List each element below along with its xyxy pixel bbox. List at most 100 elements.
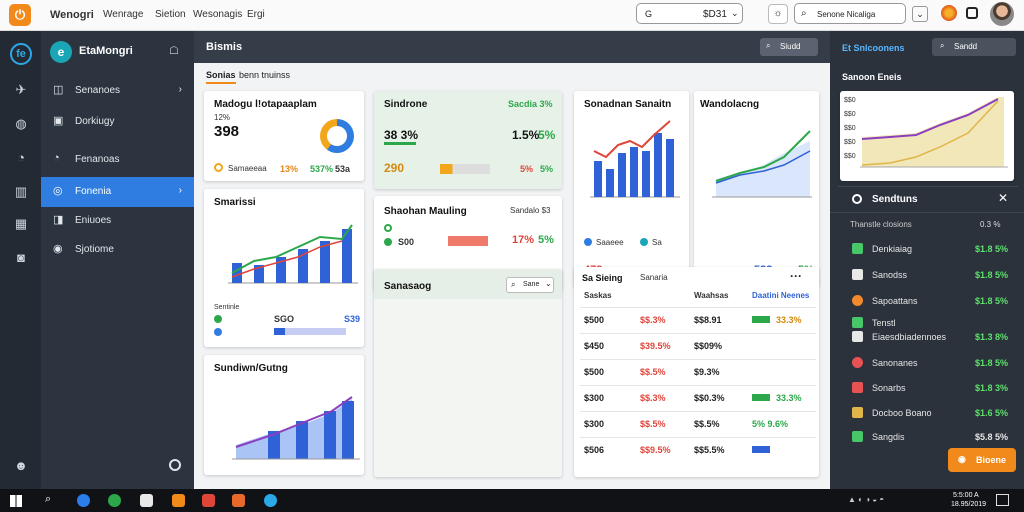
more-icon[interactable]: ··· bbox=[790, 269, 802, 283]
bar bbox=[594, 161, 602, 197]
fe-logo-icon[interactable]: fe bbox=[10, 43, 32, 65]
globe-icon[interactable]: ◍ bbox=[15, 116, 27, 131]
column-header[interactable]: Waahsas bbox=[694, 291, 729, 301]
table-row[interactable]: $450 $39.5% $$09% bbox=[580, 332, 816, 359]
windows-start-icon[interactable] bbox=[10, 495, 22, 507]
panel-list-item[interactable]: Sanodss $1.8 5% bbox=[830, 262, 1024, 288]
store-icon[interactable] bbox=[140, 494, 153, 507]
panel-search-button[interactable]: ⌕ Sandd bbox=[932, 38, 1016, 56]
main-content: Bismis ⌕ Siudd Sonias benn tnuinss Madog… bbox=[194, 31, 830, 489]
nav-item[interactable]: Wesonagis bbox=[193, 9, 243, 20]
panel-list-item[interactable]: Denkiaiag $1.8 5% bbox=[830, 236, 1024, 262]
search-icon: G bbox=[645, 9, 653, 19]
list-item-label: Sangdis bbox=[872, 432, 905, 442]
legend-label: Samaeeaa bbox=[228, 164, 267, 173]
tray-icons[interactable]: ▲ ◐ ◑ ◒ ◓ bbox=[848, 495, 885, 504]
tab-active[interactable]: Sonias bbox=[206, 70, 236, 84]
trend-line bbox=[593, 120, 671, 159]
bar-chart bbox=[590, 120, 680, 198]
cta-button[interactable]: ◉ Bioene bbox=[948, 448, 1016, 472]
nav-item[interactable]: Ergi bbox=[247, 9, 265, 20]
sidebar-item-5[interactable]: ◨ Eniuoes bbox=[41, 208, 194, 234]
bar bbox=[268, 431, 280, 459]
sun-icon[interactable]: ☼ bbox=[768, 4, 788, 24]
clock-icon[interactable] bbox=[169, 459, 181, 471]
stat-value: 5% bbox=[520, 164, 534, 174]
close-icon[interactable]: ✕ bbox=[998, 191, 1009, 205]
search-icon[interactable]: ⌕ bbox=[45, 493, 52, 505]
panel-list-item[interactable]: Tenstl bbox=[830, 310, 1024, 336]
filter-select[interactable]: ⌕ Sane ⌄ bbox=[506, 277, 554, 293]
app-icon[interactable] bbox=[264, 494, 277, 507]
stat-value: 53a bbox=[335, 164, 351, 174]
column-header[interactable]: Saskas bbox=[584, 291, 612, 301]
app-icon[interactable] bbox=[232, 494, 245, 507]
stat-value: 5% bbox=[540, 164, 554, 174]
app-icon[interactable] bbox=[172, 494, 185, 507]
legend-dot-icon bbox=[214, 163, 223, 172]
stat-value: 1.5% bbox=[512, 128, 540, 142]
table-row[interactable]: $506 $$9.5% $$5.5% bbox=[580, 436, 816, 463]
search-icon: ⌕ bbox=[801, 8, 807, 19]
grid-icon[interactable]: ▦ bbox=[14, 216, 28, 231]
sidebar-item-2[interactable]: ▣ Dorkiugy bbox=[41, 109, 194, 135]
table-row[interactable]: $300 $$.3% $$0.3% 33.3% bbox=[580, 384, 816, 411]
firefox-icon[interactable] bbox=[941, 5, 957, 21]
bar bbox=[654, 133, 662, 197]
list-item-icon bbox=[852, 357, 863, 368]
notification-icon[interactable] bbox=[996, 494, 1009, 506]
panel-list-item[interactable]: Docboo Boano $1.6 5% bbox=[830, 400, 1024, 426]
card-bar-chart-2: Sonadnan Sanaitn Saaeee Sa 478 bbox=[574, 91, 689, 288]
sidebar-item-6[interactable]: ◉ Sjotiome bbox=[41, 237, 194, 263]
bar bbox=[298, 249, 308, 283]
sidebar-item-4[interactable]: ◎ Fonenia › bbox=[41, 177, 194, 207]
sidebar-icon: ◫ bbox=[53, 84, 64, 96]
app-icon[interactable] bbox=[202, 494, 215, 507]
trend-line bbox=[715, 130, 811, 182]
app-logo-icon[interactable]: ⏻ bbox=[9, 4, 31, 26]
bar-chart bbox=[228, 224, 358, 284]
bar bbox=[642, 151, 650, 197]
table-row[interactable]: $500 $$.5% $9.3% bbox=[580, 358, 816, 385]
chrome-icon[interactable] bbox=[108, 494, 121, 507]
sidebar-item-1[interactable]: ◫ Senanoes › bbox=[41, 78, 194, 104]
edge-icon[interactable] bbox=[77, 494, 90, 507]
column-icon[interactable]: ▥ bbox=[14, 184, 28, 199]
column-header[interactable]: Daatini Neenes bbox=[752, 291, 810, 301]
nav-item[interactable]: Sietion bbox=[155, 9, 186, 20]
sidebar-item-3[interactable]: ◔ Fenanoas bbox=[41, 147, 194, 173]
chevron-icon[interactable]: ⌄ bbox=[912, 6, 928, 22]
search-icon: ⌕ bbox=[511, 280, 516, 289]
line-chart bbox=[712, 130, 812, 198]
legend-dot-icon bbox=[384, 224, 392, 232]
bar bbox=[666, 139, 674, 197]
table-row[interactable]: $300 $$.5% $$.5% 5% 9.6% bbox=[580, 410, 816, 437]
table-row[interactable]: $500 $$.3% $$8.91 33.3% bbox=[580, 306, 816, 333]
panel-list-item[interactable]: Sapoattans $1.8 5% bbox=[830, 288, 1024, 314]
search-select[interactable]: G $D31 ⌄ bbox=[636, 3, 743, 24]
chevron-right-icon: › bbox=[178, 84, 182, 95]
y-tick-label: $$0 bbox=[844, 153, 856, 160]
y-tick-label: $$0 bbox=[844, 111, 856, 118]
header-search-button[interactable]: ⌕ Siudd bbox=[760, 38, 818, 56]
avatar[interactable] bbox=[990, 2, 1014, 26]
user-badge-icon[interactable]: ☻ bbox=[14, 458, 28, 473]
panel-list-item[interactable]: Sangdis $5.8 5% bbox=[830, 424, 1024, 450]
chart-circle-icon[interactable]: ◔ bbox=[17, 150, 25, 165]
panel-icon bbox=[852, 194, 862, 204]
panel-list-item[interactable]: Sonarbs $1.8 3% bbox=[830, 375, 1024, 401]
stat-label: S00 bbox=[398, 237, 415, 247]
database-icon[interactable]: ◙ bbox=[17, 250, 25, 265]
nav-item[interactable]: Wenrage bbox=[103, 9, 144, 20]
search-input[interactable]: ⌕ Senone Nicaliga bbox=[794, 3, 906, 24]
ghost-icon[interactable]: ☖ bbox=[169, 45, 179, 57]
square-icon[interactable] bbox=[966, 7, 978, 19]
accent-bar bbox=[384, 142, 416, 145]
rocket-icon[interactable]: ✈ bbox=[15, 82, 27, 97]
bar bbox=[606, 169, 614, 197]
legend-dot-icon bbox=[214, 328, 222, 336]
panel-list-item[interactable]: Sanonanes $1.8 5% bbox=[830, 350, 1024, 376]
tab[interactable]: benn tnuinss bbox=[239, 70, 291, 80]
cta-icon: ◉ bbox=[958, 454, 966, 464]
panel-list-item[interactable]: Eiaesdbiadennoes $1.3 8% bbox=[830, 324, 1024, 350]
